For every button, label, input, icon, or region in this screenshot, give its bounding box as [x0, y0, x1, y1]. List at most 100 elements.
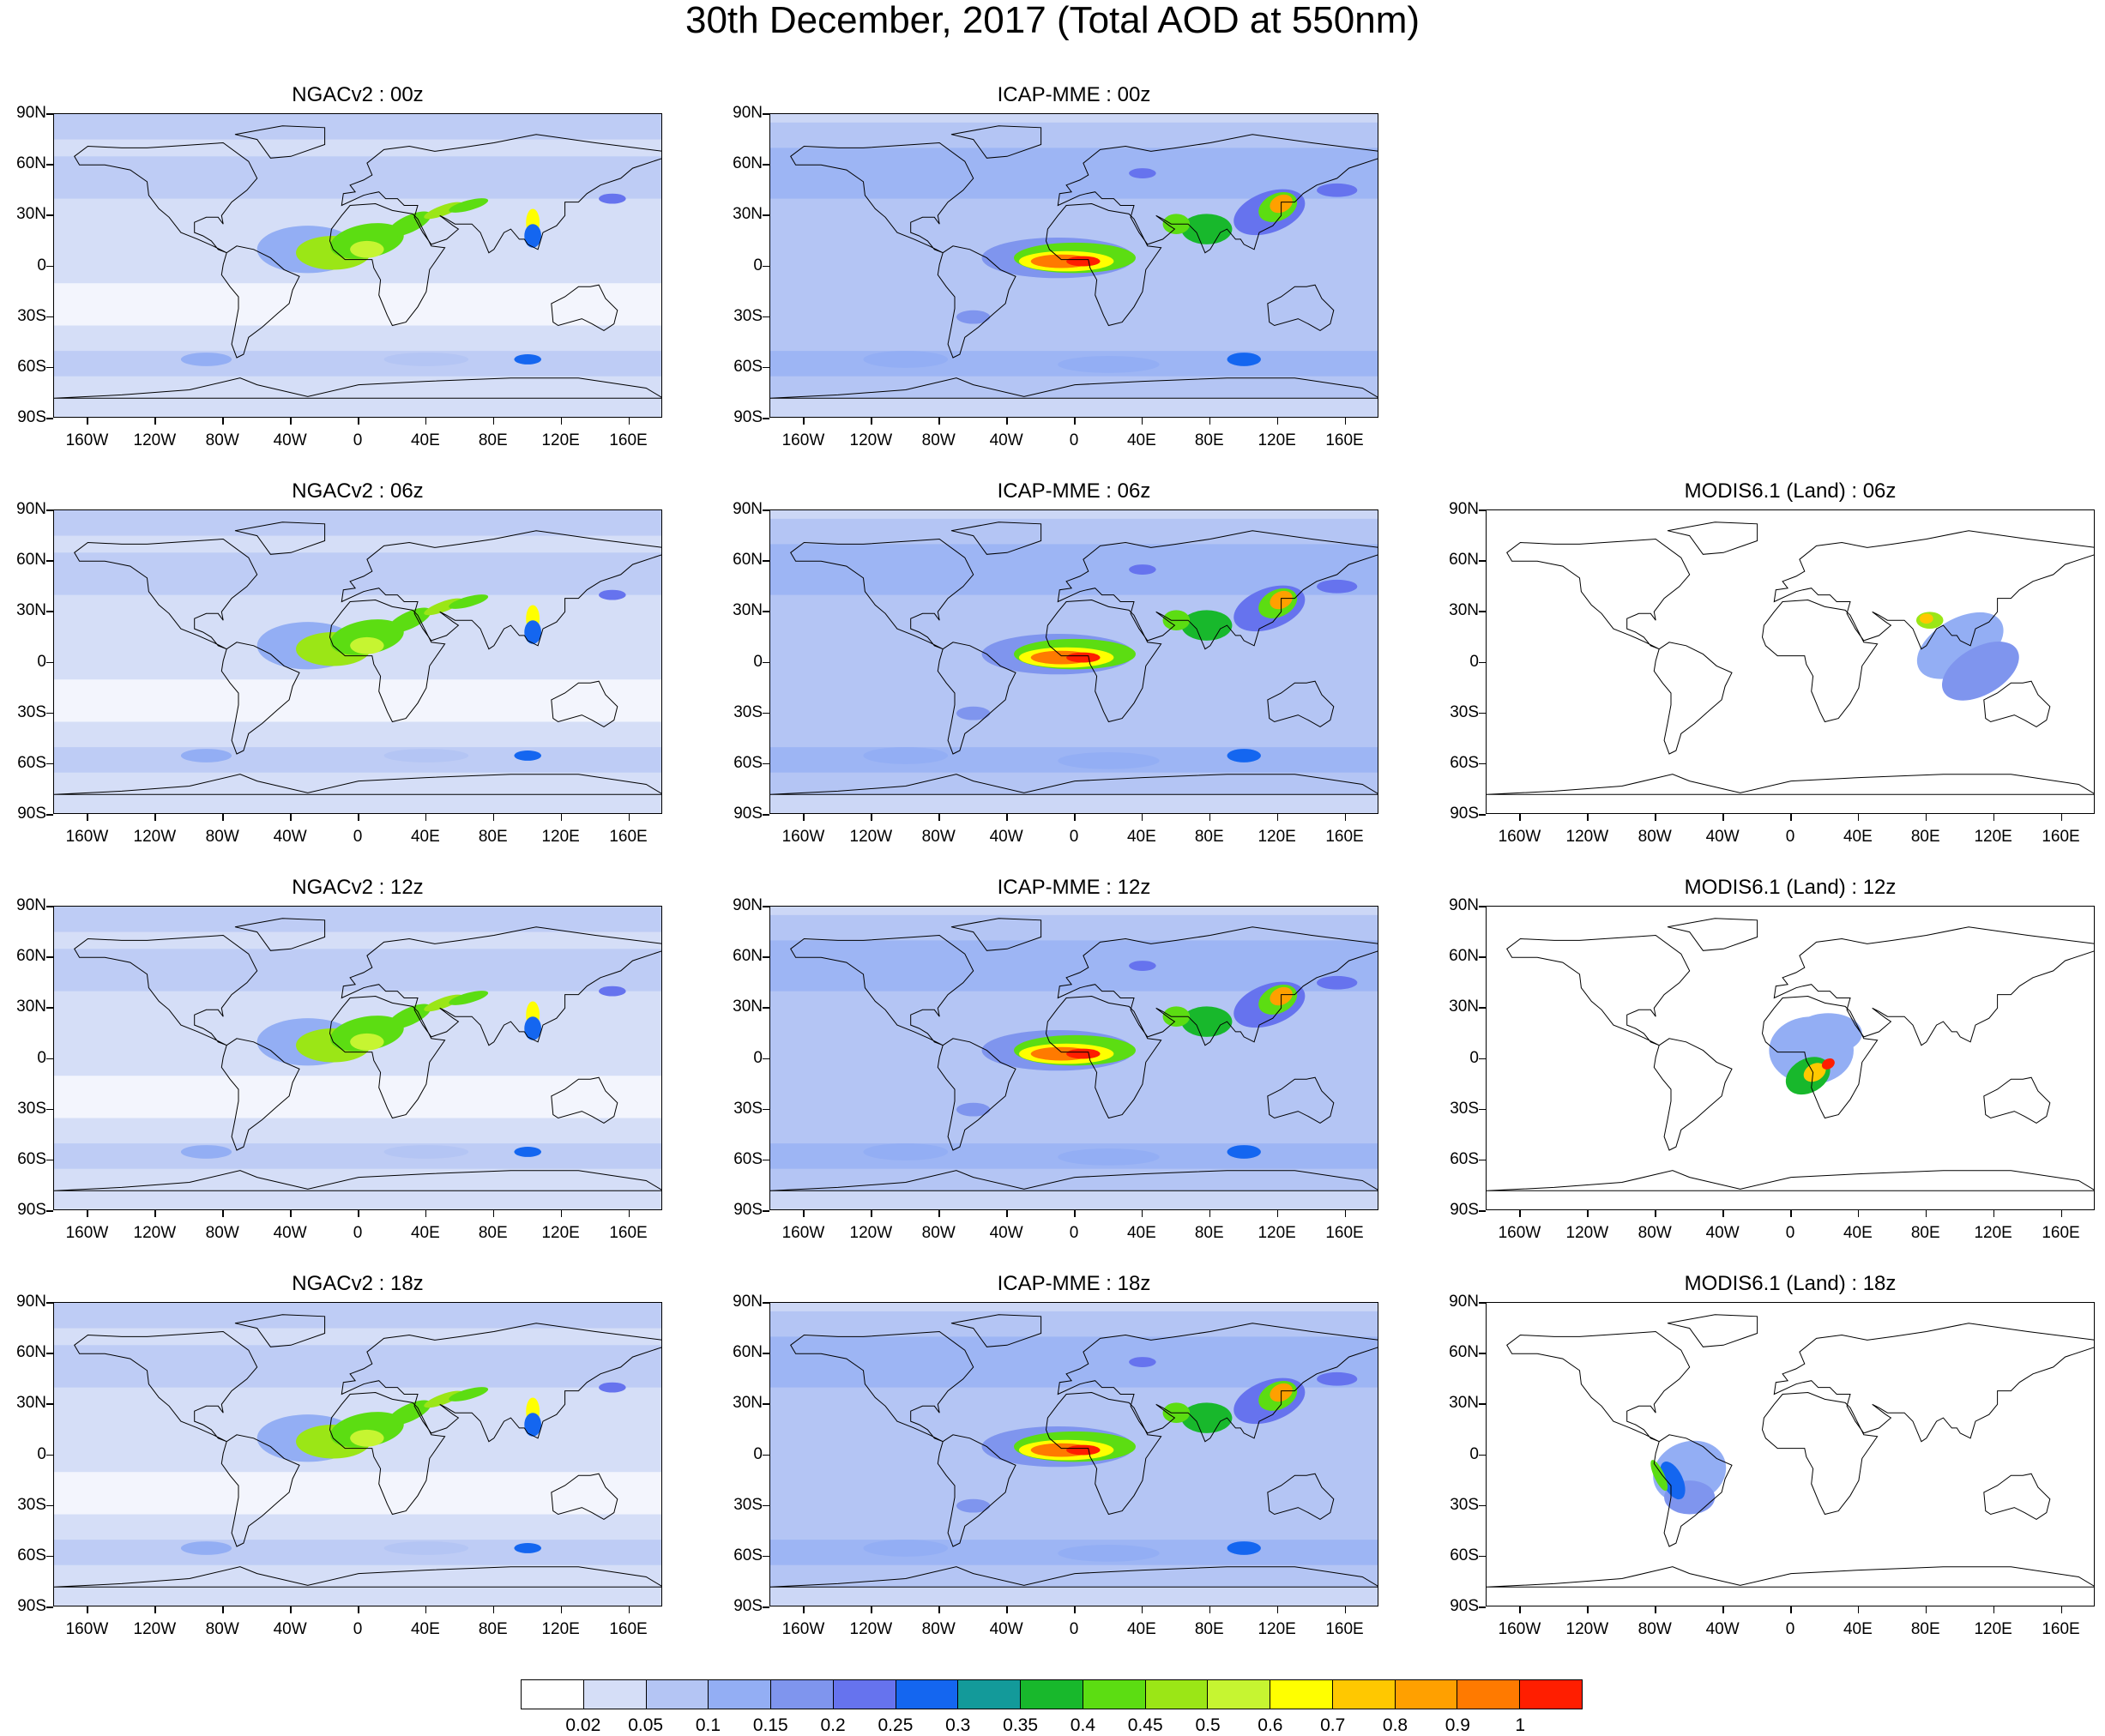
lat-tick: [1479, 1108, 1486, 1111]
colorbar-label: 0.3: [945, 1715, 971, 1735]
lon-tick-label: 40E: [1126, 1224, 1156, 1242]
coastline-greenland: [234, 1314, 326, 1347]
coastline-north-america: [1506, 1330, 1691, 1443]
lat-tick: [763, 316, 769, 318]
aod-band: [54, 156, 661, 199]
lat-tick: [1479, 1454, 1486, 1456]
lat-tick-label: 30S: [17, 306, 46, 325]
aod-plume: [1058, 356, 1160, 373]
lon-tick: [1141, 418, 1143, 425]
panel-title: ICAP-MME : 00z: [997, 83, 1151, 106]
lat-tick-label: 60S: [733, 1546, 763, 1564]
lat-tick-label: 90N: [733, 896, 763, 914]
aod-band: [54, 1143, 661, 1169]
aod-plume: [956, 706, 991, 720]
lon-tick-label: 160E: [609, 431, 648, 449]
lon-tick: [938, 1210, 940, 1217]
aod-plume: [956, 310, 991, 324]
lat-tick-label: 30S: [17, 1495, 46, 1514]
aod-plume: [1129, 564, 1156, 575]
colorbar-swatch: [958, 1680, 1022, 1709]
lon-tick: [1925, 1210, 1927, 1217]
coastline-north-america: [790, 1330, 974, 1443]
lat-tick-label: 0: [753, 1444, 763, 1463]
lat-tick: [763, 1606, 769, 1608]
colorbar-label: 0.15: [752, 1715, 788, 1735]
lat-tick: [46, 906, 53, 907]
aod-plume: [514, 1147, 541, 1157]
aod-plume: [387, 1400, 431, 1426]
lon-tick-label: 0: [1069, 1620, 1079, 1638]
lat-tick: [46, 1007, 53, 1009]
aod-map: [53, 906, 662, 1210]
lon-tick-label: 40E: [410, 1620, 440, 1638]
coastline-eurasia: [341, 1323, 661, 1443]
lat-tick: [46, 214, 53, 216]
lon-tick: [1276, 418, 1279, 425]
lon-tick-label: 160E: [2042, 1224, 2080, 1242]
lat-tick: [46, 1454, 53, 1456]
lon-tick: [358, 814, 359, 821]
aod-plume: [1317, 975, 1358, 990]
lon-tick-label: 40E: [1843, 1620, 1873, 1638]
aod-plume: [1129, 961, 1156, 971]
lat-tick-label: 0: [37, 1444, 46, 1463]
colorbar-label: 0.9: [1445, 1715, 1470, 1735]
coastline-africa: [1045, 1391, 1162, 1516]
lat-tick: [763, 763, 769, 765]
map-panel-icap-06: ICAP-MME : 06z 90N 60N 30N 0 30S 60S 90S 160W 120…: [733, 479, 1378, 846]
aod-band: [54, 1472, 661, 1515]
lat-tick-label: 30N: [1449, 998, 1479, 1016]
coastline-australia: [1267, 284, 1335, 331]
lat-tick: [46, 113, 53, 115]
colorbar-swatch: [583, 1680, 647, 1709]
lat-tick-label: 60S: [17, 753, 46, 772]
colorbar-label: 0.02: [565, 1715, 601, 1735]
coastline-south-america: [220, 1434, 300, 1547]
aod-background: [1487, 1303, 2094, 1606]
coastline-eurasia: [1057, 926, 1378, 1046]
lon-tick: [871, 418, 872, 425]
lat-tick-label: 90N: [733, 1293, 763, 1311]
lat-tick: [763, 214, 769, 216]
coastline-africa: [1761, 599, 1879, 723]
coastline-australia: [551, 1473, 618, 1520]
aod-plume: [1181, 1402, 1233, 1433]
aod-band: [770, 1303, 1378, 1311]
coastline-antarctica: [770, 774, 1378, 795]
lon-tick-label: 80E: [1910, 828, 1940, 846]
lat-tick: [763, 1555, 769, 1558]
aod-plume: [956, 1102, 991, 1117]
lon-tick: [154, 1210, 156, 1217]
aod-map: [53, 1302, 662, 1606]
aod-plume: [514, 1543, 541, 1553]
aod-plume: [599, 193, 626, 204]
coastline-antarctica: [770, 377, 1378, 399]
coastline-north-america: [1506, 538, 1691, 650]
lon-tick-label: 120W: [133, 1620, 177, 1638]
aod-plume: [1058, 1148, 1160, 1166]
lat-tick-label: 30S: [733, 306, 763, 325]
lon-tick: [1722, 1210, 1724, 1217]
lon-tick: [1587, 814, 1589, 821]
lat-tick: [1479, 956, 1486, 958]
lat-tick-label: 60S: [17, 1546, 46, 1564]
map-panel-ngac-18: NGACv2 : 18z 90N 60N 30N 0 30S 60S 90S 160W 120W 8…: [16, 1272, 662, 1638]
aod-map: [769, 113, 1378, 418]
aod-plume: [383, 353, 469, 366]
aod-plume: [383, 1541, 469, 1555]
aod-band: [54, 283, 661, 326]
map-panel-ngac-00: NGACv2 : 00z 90N 60N 30N 0 30S 60S 90S 160W 120W 8…: [16, 83, 662, 449]
lat-tick: [1479, 1302, 1486, 1304]
lon-tick-label: 160E: [2042, 828, 2080, 846]
lon-tick-label: 40E: [1126, 1620, 1156, 1638]
lat-tick-label: 60N: [16, 551, 46, 570]
aod-plume: [1317, 183, 1358, 197]
aod-plume: [1181, 214, 1233, 244]
aod-plume: [1066, 256, 1101, 267]
lon-tick: [1925, 1606, 1927, 1613]
lon-tick: [1141, 1606, 1143, 1613]
lon-tick-label: 40E: [1843, 1224, 1873, 1242]
lon-tick-label: 80W: [205, 431, 239, 449]
aod-plume: [514, 354, 541, 365]
